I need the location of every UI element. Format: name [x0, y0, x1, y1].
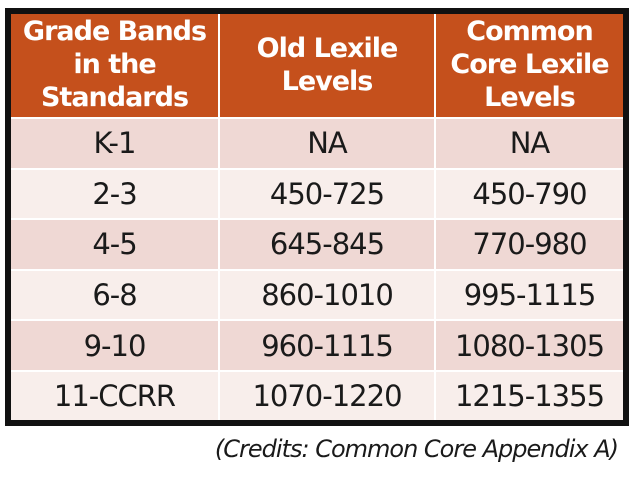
header-grade-bands: Grade Bands in the Standards — [11, 14, 220, 118]
lexile-table-frame: Grade Bands in the Standards Old Lexile … — [5, 8, 629, 426]
lexile-table: Grade Bands in the Standards Old Lexile … — [11, 14, 623, 420]
grade-band-cell: K-1 — [11, 117, 220, 169]
table-row: 9-10 960-1115 1080-1305 — [11, 319, 623, 371]
credits-caption: (Credits: Common Core Appendix A) — [214, 435, 619, 463]
table-row: 2-3 450-725 450-790 — [11, 167, 623, 220]
common-core-lexile-cell: 995-1115 — [435, 268, 623, 321]
old-lexile-cell: 960-1115 — [219, 319, 436, 371]
common-core-lexile-cell: NA — [435, 117, 623, 169]
old-lexile-cell: NA — [219, 117, 436, 169]
grade-band-cell: 2-3 — [11, 167, 220, 220]
old-lexile-cell: 450-725 — [219, 167, 436, 220]
table-row: 11-CCRR 1070-1220 1215-1355 — [11, 369, 623, 420]
grade-band-cell: 9-10 — [11, 319, 220, 371]
old-lexile-cell: 1070-1220 — [219, 369, 436, 420]
grade-band-cell: 4-5 — [11, 218, 220, 270]
table-row: 6-8 860-1010 995-1115 — [11, 268, 623, 321]
common-core-lexile-cell: 1080-1305 — [435, 319, 623, 371]
header-row: Grade Bands in the Standards Old Lexile … — [11, 14, 623, 118]
common-core-lexile-cell: 450-790 — [435, 167, 623, 220]
grade-band-cell: 11-CCRR — [11, 369, 220, 420]
old-lexile-cell: 645-845 — [219, 218, 436, 270]
old-lexile-cell: 860-1010 — [219, 268, 436, 321]
header-common-core-lexile: Common Core Lexile Levels — [435, 14, 623, 118]
common-core-lexile-cell: 770-980 — [435, 218, 623, 270]
grade-band-cell: 6-8 — [11, 268, 220, 321]
table-row: K-1 NA NA — [11, 117, 623, 169]
common-core-lexile-cell: 1215-1355 — [435, 369, 623, 420]
header-old-lexile: Old Lexile Levels — [219, 14, 436, 118]
table-row: 4-5 645-845 770-980 — [11, 218, 623, 270]
